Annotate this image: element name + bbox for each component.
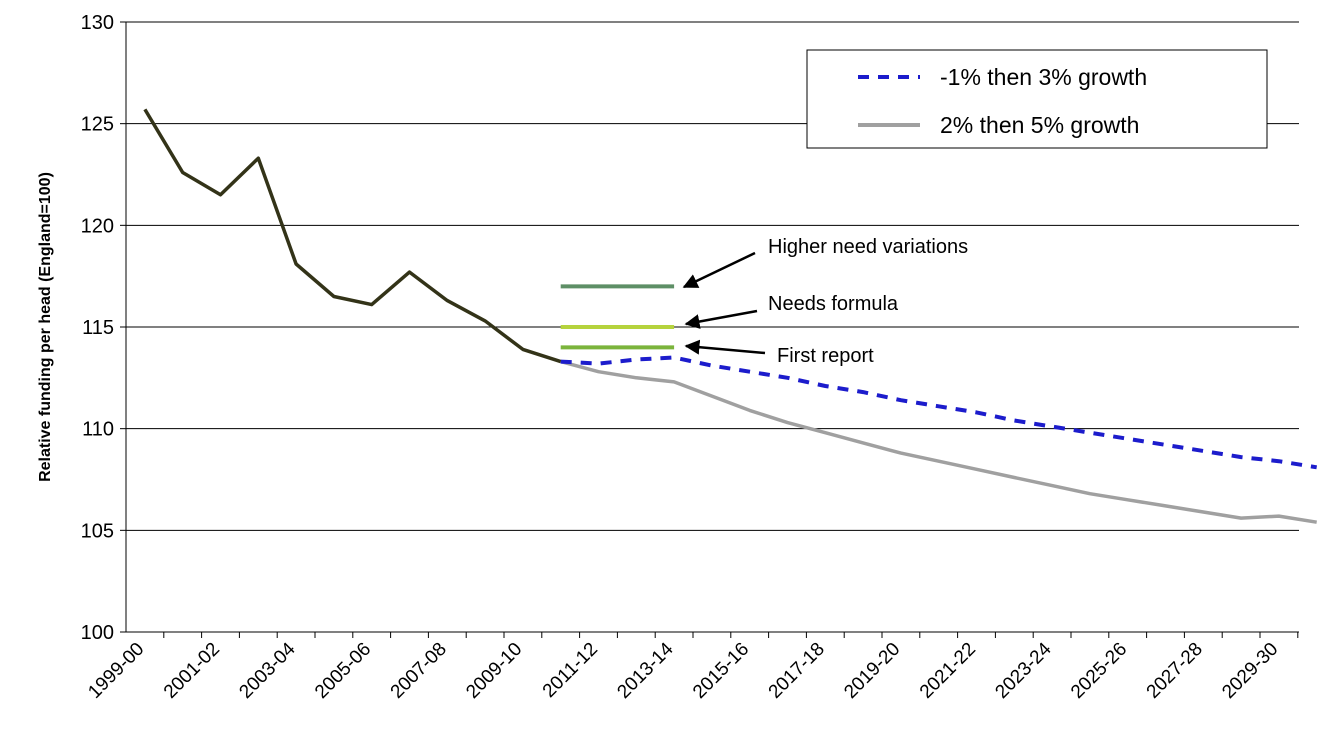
- y-tick-label: 120: [81, 215, 114, 237]
- series-line: [560, 359, 1317, 524]
- arrow: [684, 309, 758, 329]
- y-axis-label: Relative funding per head (England=100): [37, 172, 54, 482]
- x-tick-label: 2021-22: [916, 639, 980, 703]
- y-tick-label: 130: [81, 12, 114, 34]
- legend-label: 2% then 5% growth: [940, 112, 1139, 138]
- x-tick-label: 2005-06: [311, 639, 375, 703]
- annotation: First report: [777, 345, 874, 367]
- series-line: [143, 108, 562, 364]
- series-line: [560, 355, 1318, 470]
- legend-label: -1% then 3% growth: [940, 64, 1147, 90]
- x-tick-label: 2013-14: [613, 638, 677, 702]
- x-tick-label: 2015-16: [689, 639, 753, 703]
- x-tick-label: 2003-04: [235, 638, 299, 702]
- x-tick-label: 2025-26: [1067, 639, 1131, 703]
- x-tick-label: 2007-08: [387, 639, 451, 703]
- x-tick-label: 1999-00: [84, 639, 148, 703]
- x-tick-label: 2019-20: [840, 639, 904, 703]
- y-tick-label: 110: [82, 419, 114, 441]
- x-tick-label: 2001-02: [160, 639, 224, 703]
- annotation: Needs formula: [768, 293, 899, 315]
- x-tick-label: 2011-12: [539, 639, 602, 702]
- legend: [806, 49, 1268, 149]
- x-tick-label: 2017-18: [765, 639, 829, 703]
- arrow: [682, 251, 756, 289]
- x-tick-label: 2009-10: [462, 639, 526, 703]
- x-tick-label: 2029-30: [1218, 639, 1282, 703]
- y-tick-label: 115: [82, 317, 114, 339]
- y-tick-label: 100: [81, 622, 114, 644]
- annotation: Higher need variations: [768, 236, 968, 258]
- x-tick-label: 2023-24: [991, 638, 1055, 702]
- y-tick-label: 105: [81, 520, 114, 542]
- y-tick-label: 125: [81, 114, 114, 136]
- arrow: [684, 339, 766, 355]
- plot: [143, 108, 1318, 524]
- x-tick-label: 2027-28: [1143, 639, 1207, 703]
